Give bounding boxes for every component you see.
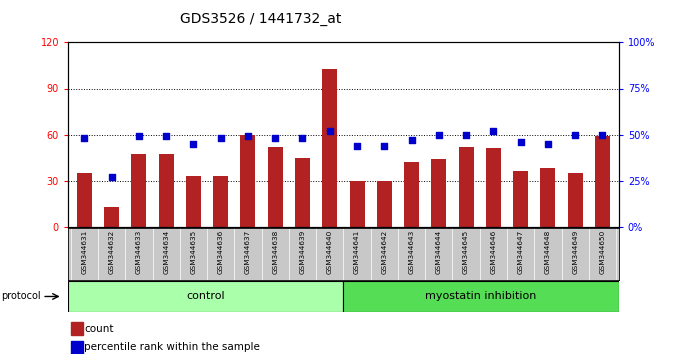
Point [406,137,417,143]
Bar [214,176,228,227]
Point [216,135,226,141]
Point [379,143,390,148]
Point [188,141,199,147]
Bar [186,176,201,227]
Bar [343,281,619,312]
Point [433,132,444,137]
Text: GSM344649: GSM344649 [572,230,578,274]
Text: percentile rank within the sample: percentile rank within the sample [84,342,260,353]
Bar [350,181,364,227]
Text: GSM344637: GSM344637 [245,230,251,274]
Point [460,132,471,137]
Point [270,135,281,141]
Text: GSM344631: GSM344631 [82,230,87,274]
Point [297,135,308,141]
Bar [68,281,343,312]
Point [515,139,526,145]
Bar [431,159,446,227]
Bar [568,173,583,227]
Bar [377,181,392,227]
Text: GSM344650: GSM344650 [600,230,605,274]
Text: count: count [84,324,114,334]
Text: GSM344641: GSM344641 [354,230,360,274]
Bar [104,207,119,227]
Point [160,133,171,139]
Text: GSM344633: GSM344633 [136,230,142,274]
Text: myostatin inhibition: myostatin inhibition [426,291,537,302]
Point [543,141,554,147]
Bar [541,168,556,227]
Point [324,128,335,134]
Point [243,133,254,139]
Point [79,135,90,141]
Point [570,132,581,137]
Text: GSM344640: GSM344640 [327,230,333,274]
Point [106,174,117,180]
Bar [513,171,528,227]
Bar [458,147,473,227]
Bar [268,147,283,227]
Text: GSM344639: GSM344639 [299,230,305,274]
Bar [77,173,92,227]
Text: GSM344646: GSM344646 [490,230,496,274]
Text: control: control [186,291,225,302]
Bar [322,69,337,227]
Text: GSM344635: GSM344635 [190,230,197,274]
Text: GSM344645: GSM344645 [463,230,469,274]
Bar [241,135,256,227]
Text: GSM344636: GSM344636 [218,230,224,274]
Text: protocol: protocol [1,291,40,302]
Text: GSM344647: GSM344647 [517,230,524,274]
Text: GSM344638: GSM344638 [272,230,278,274]
Text: GSM344634: GSM344634 [163,230,169,274]
Bar [404,162,419,227]
Bar [486,148,501,227]
Text: GSM344632: GSM344632 [109,230,115,274]
Text: GSM344644: GSM344644 [436,230,442,274]
Point [133,133,144,139]
Bar [71,322,83,335]
Text: GDS3526 / 1441732_at: GDS3526 / 1441732_at [180,12,341,27]
Text: GSM344642: GSM344642 [381,230,388,274]
Bar [71,341,83,354]
Text: GSM344648: GSM344648 [545,230,551,274]
Point [352,143,362,148]
Bar [295,158,310,227]
Bar [131,154,146,227]
Point [488,128,499,134]
Point [597,132,608,137]
Bar [595,136,610,227]
Bar [158,154,173,227]
Text: GSM344643: GSM344643 [409,230,415,274]
